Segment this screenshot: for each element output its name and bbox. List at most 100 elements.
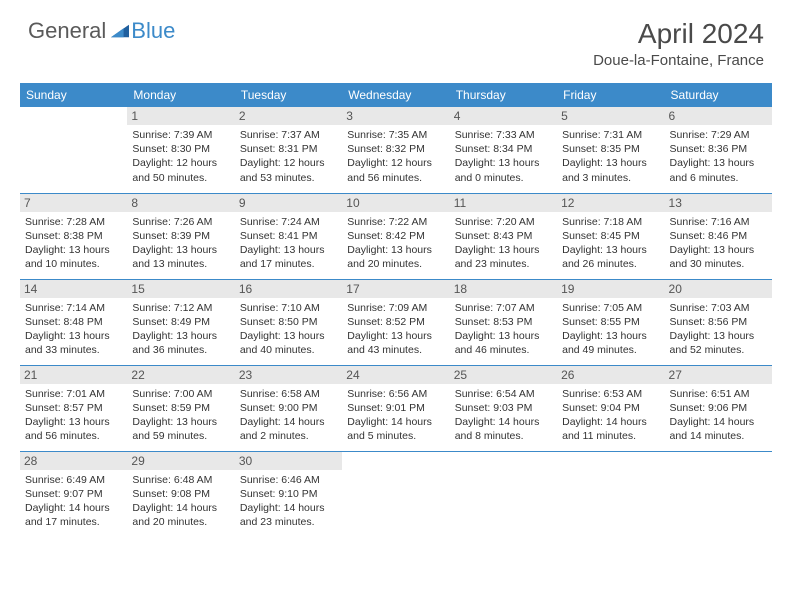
title-block: April 2024 Doue-la-Fontaine, France — [593, 18, 764, 69]
day-info: Sunrise: 6:53 AMSunset: 9:04 PMDaylight:… — [562, 387, 659, 444]
day-info: Sunrise: 7:00 AMSunset: 8:59 PMDaylight:… — [132, 387, 229, 444]
day-number: 8 — [127, 194, 234, 212]
daylight-text-2: and 17 minutes. — [240, 257, 337, 271]
sunrise-text: Sunrise: 7:05 AM — [562, 301, 659, 315]
daylight-text-2: and 10 minutes. — [25, 257, 122, 271]
daylight-text-1: Daylight: 13 hours — [670, 156, 767, 170]
sunset-text: Sunset: 8:53 PM — [455, 315, 552, 329]
sunset-text: Sunset: 8:55 PM — [562, 315, 659, 329]
calendar-day-cell: 22 Sunrise: 7:00 AMSunset: 8:59 PMDayligh… — [127, 365, 234, 451]
daylight-text-2: and 30 minutes. — [670, 257, 767, 271]
day-number: 6 — [665, 107, 772, 125]
daylight-text-1: Daylight: 12 hours — [347, 156, 444, 170]
day-info: Sunrise: 6:56 AMSunset: 9:01 PMDaylight:… — [347, 387, 444, 444]
sunrise-text: Sunrise: 7:22 AM — [347, 215, 444, 229]
sunset-text: Sunset: 8:57 PM — [25, 401, 122, 415]
sunrise-text: Sunrise: 6:51 AM — [670, 387, 767, 401]
day-number: 30 — [235, 452, 342, 470]
sunrise-text: Sunrise: 7:12 AM — [132, 301, 229, 315]
daylight-text-1: Daylight: 13 hours — [670, 329, 767, 343]
day-number: 4 — [450, 107, 557, 125]
day-number: 10 — [342, 194, 449, 212]
sunset-text: Sunset: 9:01 PM — [347, 401, 444, 415]
logo-triangle-icon — [111, 24, 129, 38]
calendar-day-cell: 24Sunrise: 6:56 AMSunset: 9:01 PMDayligh… — [342, 365, 449, 451]
calendar-week-row: 21Sunrise: 7:01 AMSunset: 8:57 PMDayligh… — [20, 365, 772, 451]
daylight-text-2: and 53 minutes. — [240, 171, 337, 185]
sunrise-text: Sunrise: 6:54 AM — [455, 387, 552, 401]
daylight-text-2: and 11 minutes. — [562, 429, 659, 443]
calendar-table: SundayMondayTuesdayWednesdayThursdayFrid… — [20, 83, 772, 537]
calendar-day-cell: 16Sunrise: 7:10 AMSunset: 8:50 PMDayligh… — [235, 279, 342, 365]
weekday-header: Thursday — [450, 83, 557, 107]
calendar-day-cell: 21Sunrise: 7:01 AMSunset: 8:57 PMDayligh… — [20, 365, 127, 451]
calendar-day-cell: 14Sunrise: 7:14 AMSunset: 8:48 PMDayligh… — [20, 279, 127, 365]
sunrise-text: Sunrise: 7:29 AM — [670, 128, 767, 142]
sunrise-text: Sunrise: 6:48 AM — [132, 473, 229, 487]
calendar-week-row: 1Sunrise: 7:39 AMSunset: 8:30 PMDaylight… — [20, 107, 772, 193]
daylight-text-1: Daylight: 13 hours — [562, 156, 659, 170]
daylight-text-2: and 43 minutes. — [347, 343, 444, 357]
day-number: 2 — [235, 107, 342, 125]
sunrise-text: Sunrise: 7:07 AM — [455, 301, 552, 315]
sunset-text: Sunset: 8:30 PM — [132, 142, 229, 156]
header: General Blue April 2024 Doue-la-Fontaine… — [0, 0, 792, 77]
sunrise-text: Sunrise: 7:33 AM — [455, 128, 552, 142]
day-info: Sunrise: 7:39 AMSunset: 8:30 PMDaylight:… — [132, 128, 229, 185]
calendar-head: SundayMondayTuesdayWednesdayThursdayFrid… — [20, 83, 772, 107]
sunset-text: Sunset: 8:32 PM — [347, 142, 444, 156]
sunrise-text: Sunrise: 7:01 AM — [25, 387, 122, 401]
weekday-header: Wednesday — [342, 83, 449, 107]
day-number: 29 — [127, 452, 234, 470]
daylight-text-1: Daylight: 14 hours — [562, 415, 659, 429]
daylight-text-2: and 17 minutes. — [25, 515, 122, 529]
daylight-text-2: and 20 minutes. — [347, 257, 444, 271]
calendar-week-row: 7Sunrise: 7:28 AMSunset: 8:38 PMDaylight… — [20, 193, 772, 279]
daylight-text-2: and 56 minutes. — [347, 171, 444, 185]
weekday-header: Tuesday — [235, 83, 342, 107]
day-info: Sunrise: 7:12 AMSunset: 8:49 PMDaylight:… — [132, 301, 229, 358]
day-info: Sunrise: 6:51 AMSunset: 9:06 PMDaylight:… — [670, 387, 767, 444]
day-info: Sunrise: 7:35 AMSunset: 8:32 PMDaylight:… — [347, 128, 444, 185]
calendar-day-cell: 27Sunrise: 6:51 AMSunset: 9:06 PMDayligh… — [665, 365, 772, 451]
calendar-day-cell: 26Sunrise: 6:53 AMSunset: 9:04 PMDayligh… — [557, 365, 664, 451]
day-number: 28 — [20, 452, 127, 470]
sunset-text: Sunset: 9:00 PM — [240, 401, 337, 415]
daylight-text-1: Daylight: 14 hours — [347, 415, 444, 429]
sunset-text: Sunset: 8:50 PM — [240, 315, 337, 329]
daylight-text-2: and 59 minutes. — [132, 429, 229, 443]
daylight-text-1: Daylight: 13 hours — [670, 243, 767, 257]
daylight-text-2: and 13 minutes. — [132, 257, 229, 271]
day-number: 9 — [235, 194, 342, 212]
calendar-empty-cell — [342, 451, 449, 537]
day-info: Sunrise: 7:22 AMSunset: 8:42 PMDaylight:… — [347, 215, 444, 272]
sunrise-text: Sunrise: 6:46 AM — [240, 473, 337, 487]
daylight-text-1: Daylight: 13 hours — [25, 243, 122, 257]
sunrise-text: Sunrise: 7:18 AM — [562, 215, 659, 229]
calendar-day-cell: 25Sunrise: 6:54 AMSunset: 9:03 PMDayligh… — [450, 365, 557, 451]
calendar-day-cell: 2Sunrise: 7:37 AMSunset: 8:31 PMDaylight… — [235, 107, 342, 193]
day-info: Sunrise: 7:24 AMSunset: 8:41 PMDaylight:… — [240, 215, 337, 272]
daylight-text-1: Daylight: 13 hours — [240, 243, 337, 257]
sunrise-text: Sunrise: 7:20 AM — [455, 215, 552, 229]
daylight-text-1: Daylight: 13 hours — [455, 329, 552, 343]
sunrise-text: Sunrise: 7:03 AM — [670, 301, 767, 315]
calendar-day-cell: 13Sunrise: 7:16 AMSunset: 8:46 PMDayligh… — [665, 193, 772, 279]
calendar-day-cell: 17Sunrise: 7:09 AMSunset: 8:52 PMDayligh… — [342, 279, 449, 365]
day-number: 22 — [127, 366, 234, 384]
weekday-header: Sunday — [20, 83, 127, 107]
sunrise-text: Sunrise: 7:39 AM — [132, 128, 229, 142]
daylight-text-1: Daylight: 13 hours — [562, 243, 659, 257]
day-info: Sunrise: 7:05 AMSunset: 8:55 PMDaylight:… — [562, 301, 659, 358]
day-info: Sunrise: 7:31 AMSunset: 8:35 PMDaylight:… — [562, 128, 659, 185]
daylight-text-2: and 3 minutes. — [562, 171, 659, 185]
sunset-text: Sunset: 8:38 PM — [25, 229, 122, 243]
calendar-day-cell: 9 Sunrise: 7:24 AMSunset: 8:41 PMDaylight… — [235, 193, 342, 279]
weekday-header: Monday — [127, 83, 234, 107]
sunset-text: Sunset: 8:45 PM — [562, 229, 659, 243]
day-number: 25 — [450, 366, 557, 384]
day-number: 19 — [557, 280, 664, 298]
sunrise-text: Sunrise: 7:16 AM — [670, 215, 767, 229]
daylight-text-1: Daylight: 13 hours — [240, 329, 337, 343]
day-number: 12 — [557, 194, 664, 212]
